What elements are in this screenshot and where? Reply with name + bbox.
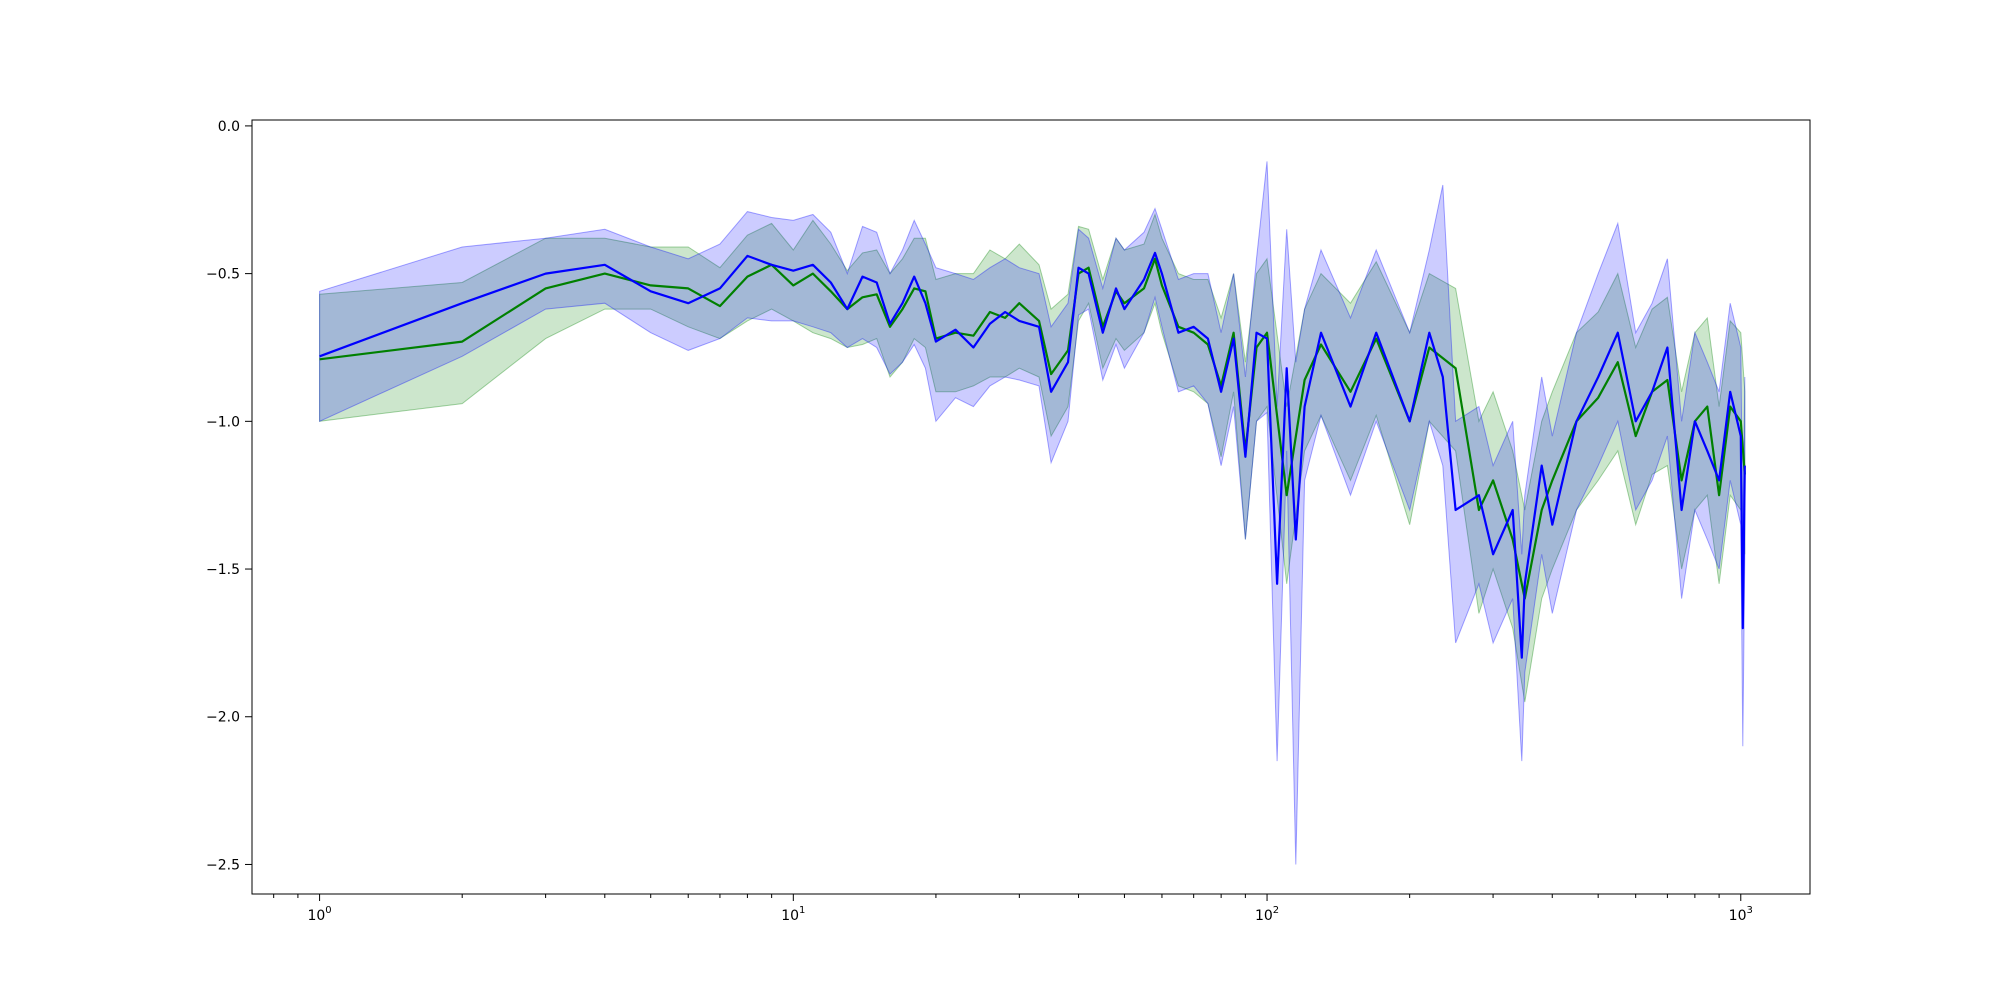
y-axis: 0.0 −0.5 −1.0 −1.5 −2.0 −2.5 — [206, 119, 252, 873]
y-tick-label: −1.0 — [206, 414, 240, 430]
x-tick-label: 101 — [781, 905, 805, 924]
x-axis: 100 101 102 103 — [273, 894, 1753, 924]
series-1-line — [319, 251, 1746, 659]
x-tick-label: 103 — [1729, 905, 1753, 924]
y-tick-label: −2.0 — [206, 710, 240, 726]
y-tick-label: −1.5 — [206, 562, 240, 578]
plot-frame — [251, 119, 1811, 895]
bands-layer — [319, 161, 1746, 865]
y-tick-label: 0.0 — [218, 119, 240, 135]
x-tick-label: 100 — [307, 905, 331, 924]
x-tick-label: 102 — [1255, 905, 1279, 924]
y-tick-label: −0.5 — [206, 267, 240, 283]
lines-layer — [319, 251, 1746, 659]
y-tick-label: −2.5 — [206, 857, 240, 873]
series-0-line — [319, 257, 1746, 600]
